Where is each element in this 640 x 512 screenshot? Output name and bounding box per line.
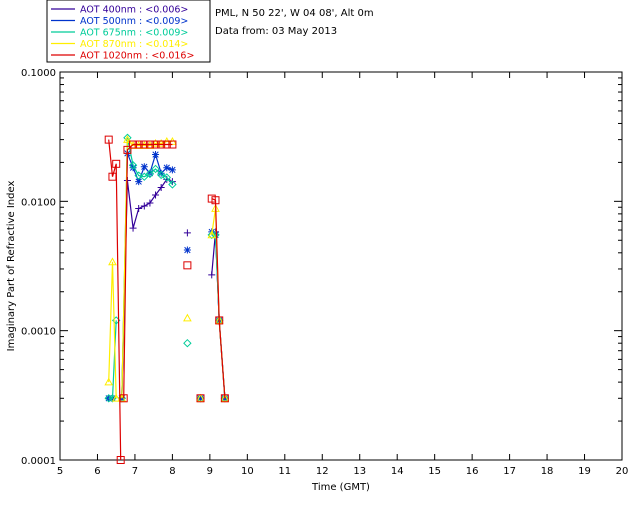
data-point [197, 394, 204, 402]
series-line [108, 261, 117, 399]
y-tick-label: 0.1000 [21, 68, 56, 79]
data-point [128, 161, 138, 170]
data-point [183, 246, 191, 254]
x-tick-label: 16 [466, 466, 479, 477]
data-point [157, 183, 165, 191]
series-line [108, 139, 122, 461]
x-axis: 5 6 7 8 9 10 11 12 13 14 15 16 17 18 19 20 [57, 72, 629, 477]
data-point [145, 140, 154, 149]
data-point [145, 169, 155, 179]
x-tick-label: 20 [616, 466, 629, 477]
data-point [183, 313, 192, 322]
data-point [207, 230, 217, 239]
data-date: Data from: 03 May 2013 [215, 26, 337, 37]
series-5 [104, 135, 229, 464]
data-point [134, 171, 143, 180]
x-tick-label: 15 [428, 466, 441, 477]
data-point [116, 456, 125, 464]
x-tick-label: 5 [57, 466, 63, 477]
x-tick-label: 6 [94, 466, 100, 477]
x-tick-label: 12 [316, 466, 329, 477]
data-point [119, 394, 128, 403]
data-point [220, 394, 229, 403]
data-point [220, 393, 230, 402]
series-line [121, 152, 173, 399]
data-point [108, 172, 117, 181]
data-point [151, 140, 160, 149]
data-point [104, 377, 114, 386]
data-point [162, 173, 171, 182]
x-tick-label: 13 [353, 466, 366, 477]
data-point [129, 164, 137, 172]
data-point [104, 394, 113, 403]
series-line [121, 178, 173, 399]
data-point [129, 140, 138, 149]
legend-label: AOT 675nm : <0.009> [80, 28, 188, 39]
series-line [123, 143, 173, 399]
data-point [111, 393, 121, 402]
x-tick-label: 7 [132, 466, 138, 477]
data-point [140, 140, 149, 149]
data-point [157, 169, 165, 177]
data-point [123, 135, 132, 143]
y-tick-label: 0.0010 [21, 327, 56, 338]
data-point [129, 224, 137, 232]
data-point [140, 202, 148, 210]
data-point [151, 164, 160, 174]
data-point [123, 145, 132, 154]
x-tick-label: 19 [578, 466, 591, 477]
data-point [108, 257, 117, 266]
data-point [183, 229, 191, 237]
series-line [211, 198, 226, 399]
data-point [196, 393, 205, 402]
x-tick-label: 10 [241, 466, 254, 477]
data-point [162, 140, 171, 149]
data-point [156, 170, 166, 180]
data-point [196, 394, 205, 403]
data-point [207, 230, 216, 240]
data-point [157, 140, 166, 149]
x-tick-label: 17 [503, 466, 516, 477]
legend: AOT 400nm : <0.006>AOT 500nm : <0.009>AO… [46, 0, 211, 63]
data-point [104, 135, 113, 144]
data-point [211, 196, 220, 205]
data-point [168, 166, 176, 174]
data-point [208, 271, 216, 279]
data-point [135, 178, 143, 186]
data-point [183, 338, 192, 348]
data-point [146, 199, 154, 207]
series-layer [104, 133, 230, 464]
data-point [215, 316, 224, 325]
legend-label: AOT 500nm : <0.009> [80, 16, 188, 27]
data-point [152, 191, 160, 199]
y-axis: 0.0001 0.0010 0.0100 0.1000 [21, 68, 622, 467]
x-tick-label: 18 [541, 466, 554, 477]
x-tick-label: 8 [169, 466, 175, 477]
plot-area [59, 71, 623, 461]
y-tick-label: 0.0100 [21, 197, 56, 208]
x-tick-label: 14 [391, 466, 404, 477]
x-tick-label: 11 [278, 466, 291, 477]
legend-label: AOT 400nm : <0.006> [80, 5, 188, 16]
legend-box [46, 0, 211, 63]
data-point [168, 140, 177, 149]
data-point [168, 180, 177, 189]
x-tick-label: 9 [207, 466, 213, 477]
data-point [140, 172, 149, 181]
data-point [140, 163, 148, 171]
y-axis-label: Imaginary Part of Refractive Index [6, 181, 17, 352]
data-point [135, 205, 143, 213]
legend-label: AOT 870nm : <0.014> [80, 39, 188, 50]
data-point [134, 140, 143, 149]
legend-label: AOT 1020nm : <0.016> [80, 51, 194, 62]
x-axis-label: Time (GMT) [311, 482, 370, 493]
data-point [112, 159, 121, 168]
data-point [183, 261, 192, 270]
data-point [152, 151, 160, 159]
data-point [163, 164, 171, 172]
y-tick-label: 0.0001 [21, 456, 56, 467]
site-info: PML, N 50 22', W 04 08', Alt 0m [215, 8, 374, 19]
